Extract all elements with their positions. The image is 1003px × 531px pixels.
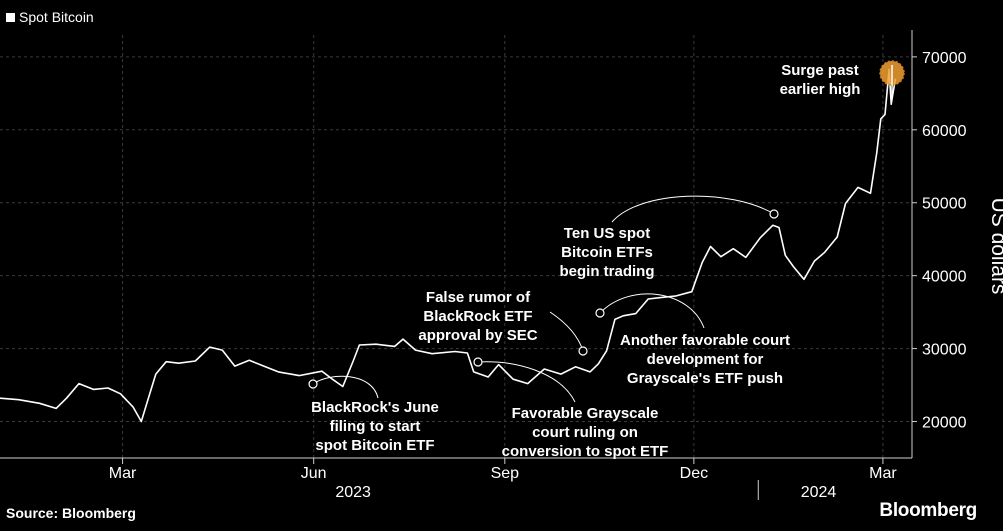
annotation-text: court ruling on xyxy=(532,424,638,441)
annotation-text: development for xyxy=(647,351,764,368)
annotation: BlackRock's June filing to start spot Bitc… xyxy=(308,375,439,454)
x-tick-label: Mar xyxy=(109,465,137,482)
brand-logo: Bloomberg xyxy=(879,500,977,521)
y-axis-label: US dollars xyxy=(987,198,1003,295)
annotation-leader xyxy=(477,361,576,403)
source-note: Source: Bloomberg xyxy=(6,505,136,521)
annotation-text: Surge past xyxy=(781,62,859,79)
x-tick-label: Mar xyxy=(869,465,897,482)
annotation-text: Bitcoin ETFs xyxy=(561,244,653,261)
annotation-marker xyxy=(473,357,483,367)
y-tick-label: 40000 xyxy=(922,269,967,286)
grid-layer xyxy=(0,35,912,458)
year-label: 2024 xyxy=(801,484,837,501)
annotation-leader xyxy=(599,293,705,329)
annotation: Favorable Grayscale court ruling on conver… xyxy=(473,357,669,460)
annotation-text: False rumor of xyxy=(426,289,531,306)
legend-label: Spot Bitcoin xyxy=(19,9,94,25)
annotation-text: Another favorable court xyxy=(620,332,790,349)
annotation-text: conversion to spot ETF xyxy=(502,443,669,460)
annotation-text: earlier high xyxy=(780,81,861,98)
annotation-text: BlackRock's June xyxy=(311,399,439,416)
series-layer xyxy=(0,68,897,423)
annotation-leader xyxy=(611,195,775,223)
y-tick-label: 30000 xyxy=(922,342,967,359)
annotation: Surge past earlier high xyxy=(780,60,905,98)
annotation: Another favorable court development for Gr… xyxy=(595,293,790,387)
annotation-text: Ten US spot xyxy=(564,225,650,242)
y-tick-label: 60000 xyxy=(922,123,967,140)
annotation-text: BlackRock ETF xyxy=(423,308,532,325)
annotation-marker xyxy=(308,379,318,389)
annotation-marker xyxy=(595,308,605,318)
legend-swatch xyxy=(6,12,15,22)
x-tick-label: Sep xyxy=(491,465,520,482)
annotation-text: approval by SEC xyxy=(418,327,537,344)
annotation-leader xyxy=(549,311,584,352)
annotation-layer: BlackRock's June filing to start spot Bitc… xyxy=(308,60,905,460)
year-label: 2023 xyxy=(335,484,371,501)
annotation-text: begin trading xyxy=(560,263,655,280)
y-tick-label: 20000 xyxy=(922,415,967,432)
annotation-text: Grayscale's ETF push xyxy=(627,370,783,387)
x-tick-label: Dec xyxy=(680,465,708,482)
annotation-text: Favorable Grayscale xyxy=(512,405,659,422)
x-tick-label: Jun xyxy=(301,465,327,482)
annotation: Ten US spot Bitcoin ETFs begin trading xyxy=(560,195,779,280)
y-tick-label: 50000 xyxy=(922,196,967,213)
y-tick-label: 70000 xyxy=(922,50,967,67)
annotation-text: spot Bitcoin ETF xyxy=(315,437,434,454)
annotation-marker xyxy=(769,209,779,219)
legend: Spot Bitcoin xyxy=(6,9,94,25)
annotation-marker xyxy=(578,346,588,356)
axis-layer: 20000 30000 40000 50000 60000 70000 US dollars… xyxy=(0,30,1003,501)
annotation-text: filing to start xyxy=(330,418,421,435)
price-line xyxy=(0,68,897,423)
annotation-leader xyxy=(312,375,379,399)
annotation: False rumor of BlackRock ETF approval by S… xyxy=(418,289,588,356)
